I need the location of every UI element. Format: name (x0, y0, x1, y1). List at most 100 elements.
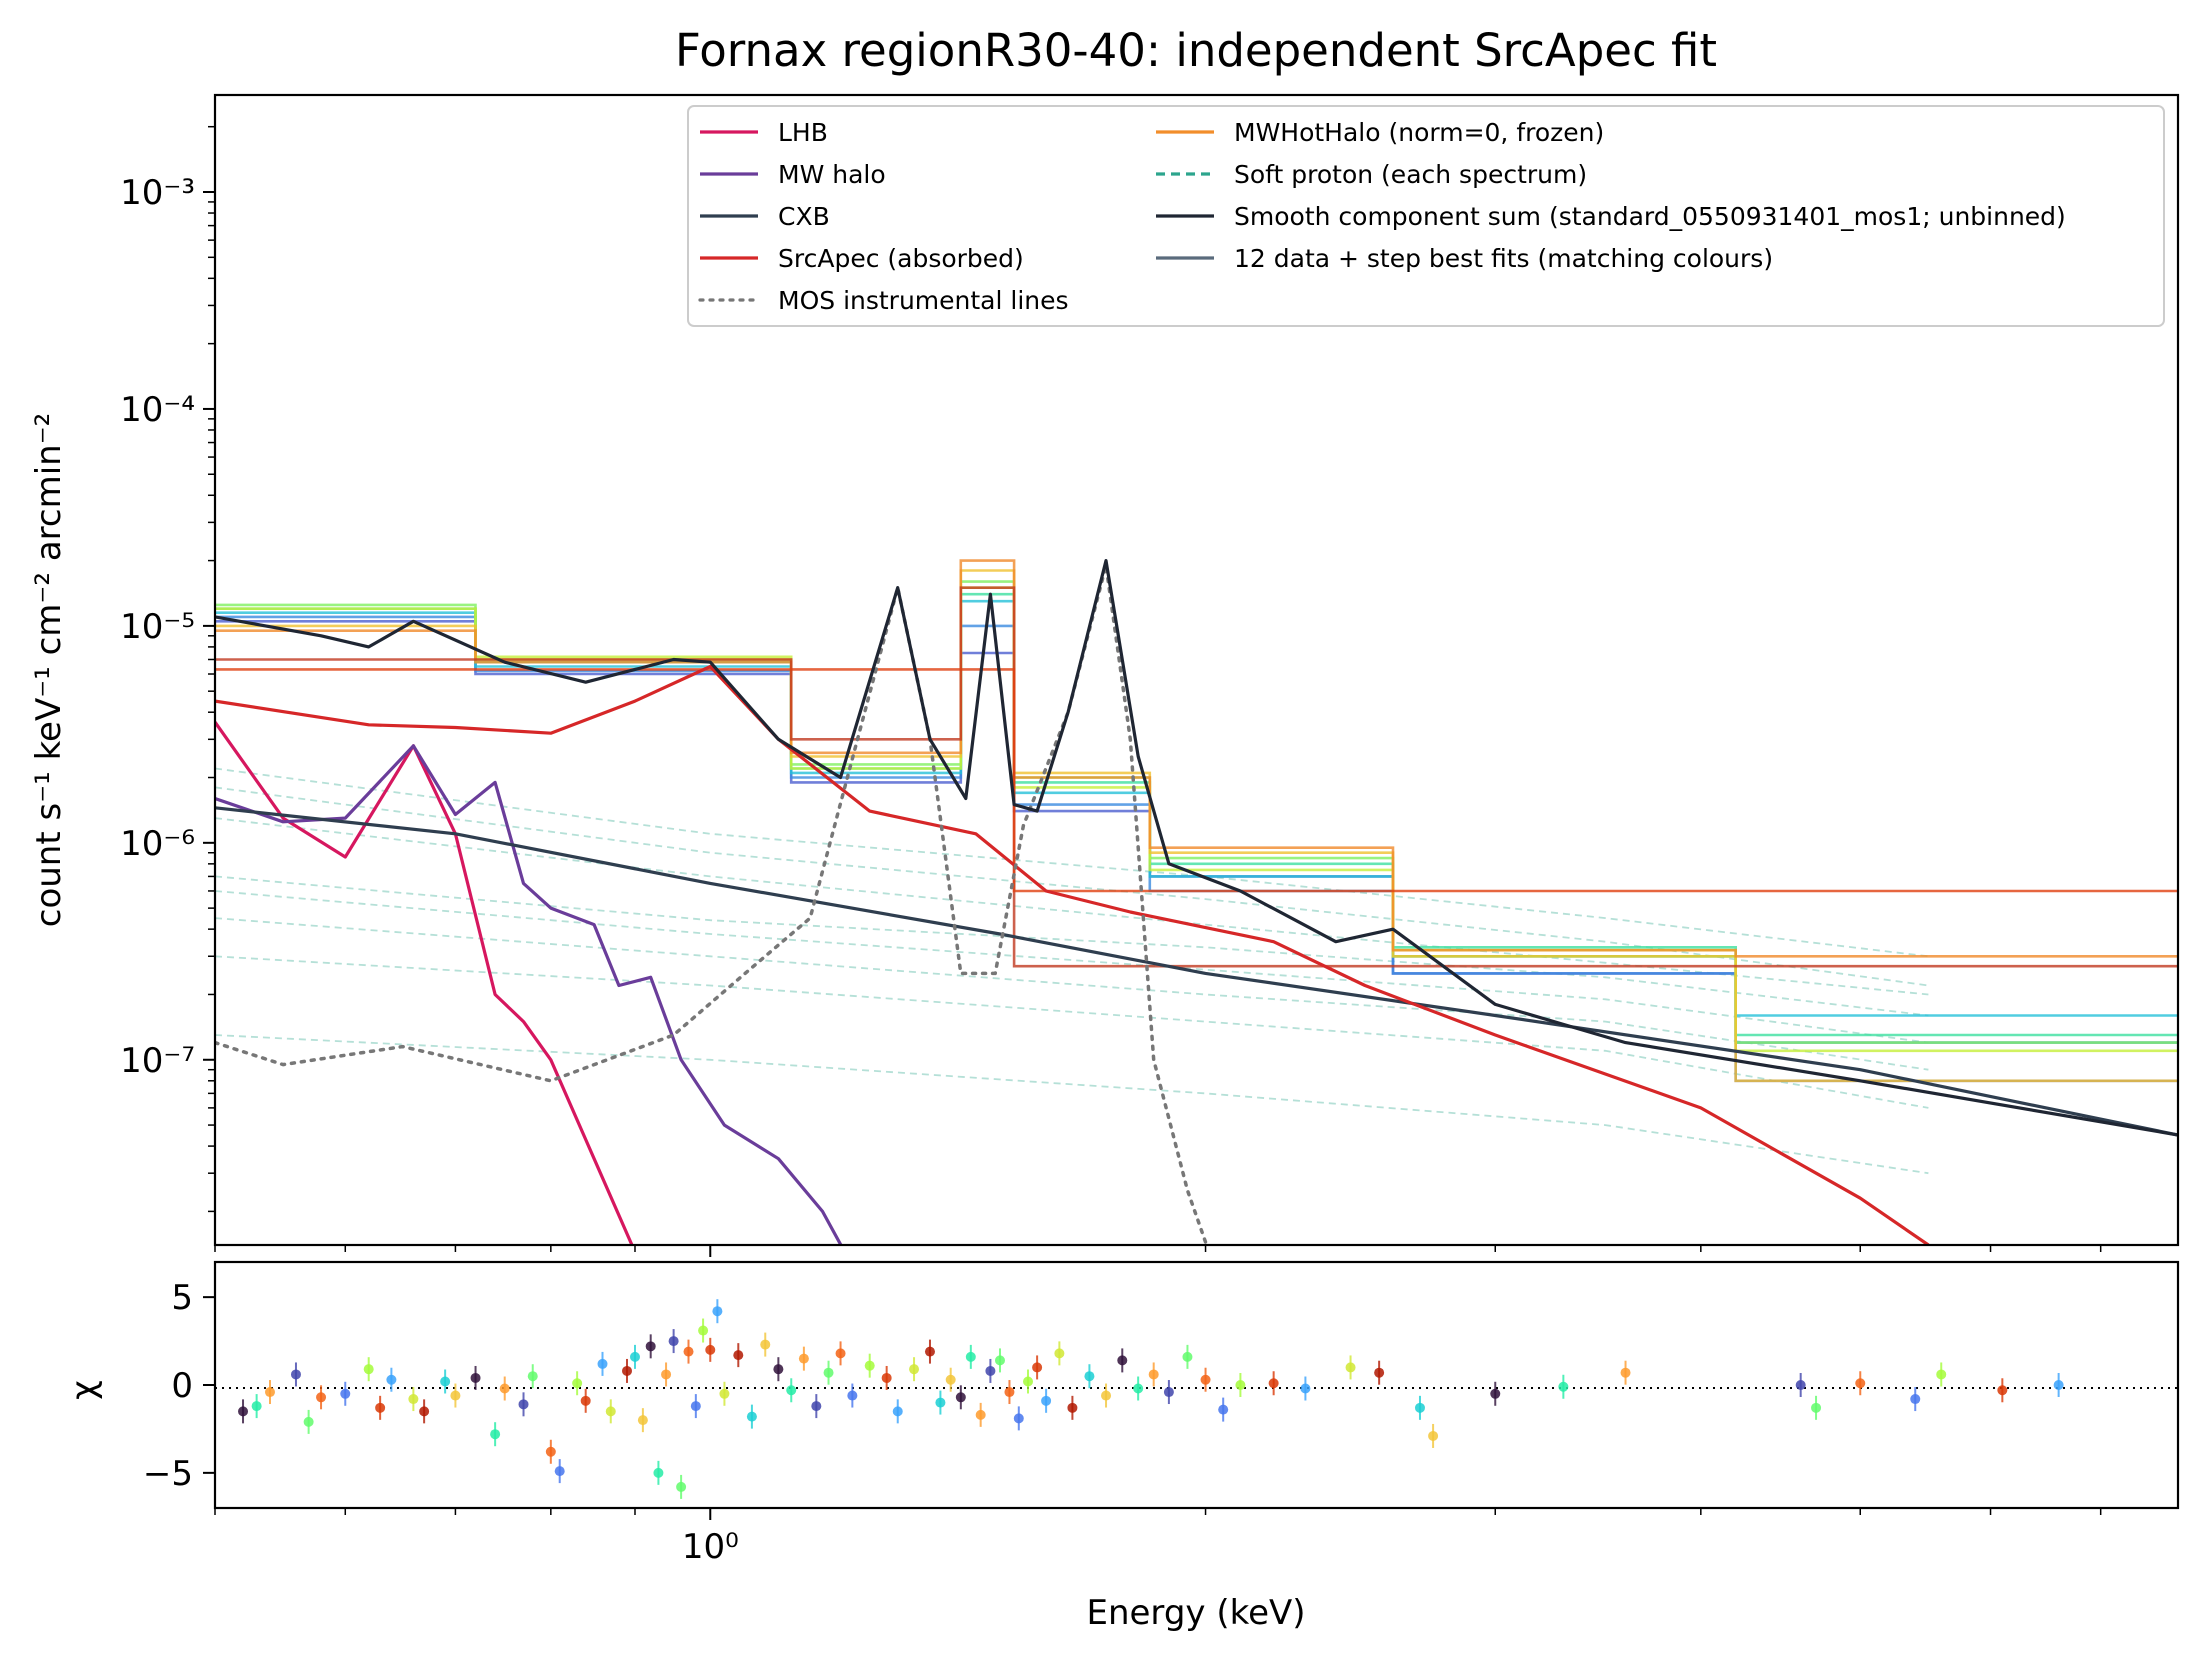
legend-label-6: MWHotHalo (norm=0, frozen) (1234, 118, 1604, 147)
residual-point (994, 1355, 1005, 1366)
residual-point (1235, 1380, 1246, 1390)
residual-point (786, 1385, 797, 1396)
residual-point (1218, 1404, 1229, 1415)
residual-point (597, 1358, 608, 1369)
resid-y-tick-label-3: 5 (171, 1278, 193, 1318)
residual-point (1041, 1395, 1052, 1406)
residual-point (1163, 1387, 1174, 1398)
residual-point (440, 1376, 451, 1387)
residual-point (419, 1406, 430, 1417)
residual-point (316, 1392, 327, 1403)
chart-title: Fornax regionR30-40: independent SrcApec… (675, 24, 1717, 77)
residual-point (847, 1390, 858, 1401)
residual-point (1200, 1374, 1211, 1385)
residual-point (975, 1409, 986, 1420)
residual-point (955, 1392, 966, 1403)
residual-point (605, 1406, 616, 1417)
soft-proton-curve-5 (215, 890, 1929, 1044)
residual-point (1084, 1371, 1095, 1382)
residual-point (572, 1378, 583, 1389)
soft-proton-curve-4 (215, 875, 1929, 1017)
residual-point (264, 1387, 275, 1398)
residual-point (676, 1481, 687, 1492)
series-srcapec-absorbed (215, 664, 1930, 1245)
residual-point (375, 1402, 386, 1413)
legend-frame (687, 105, 2165, 327)
residual-point (251, 1401, 262, 1412)
y-tick-label-5: 10⁻³ (120, 173, 195, 213)
residual-point (363, 1364, 374, 1375)
residual-point (811, 1401, 822, 1412)
y-tick-label-1: 10⁻⁷ (120, 1041, 195, 1081)
resid-y-tick-label-1: −5 (143, 1454, 193, 1494)
residual-point (545, 1446, 556, 1457)
residual-point (1428, 1430, 1439, 1441)
residual-point (1490, 1388, 1501, 1399)
residual-point (746, 1411, 757, 1422)
main-x-ticks (214, 1245, 2102, 1257)
residual-point (705, 1344, 716, 1355)
residual-point (1811, 1402, 1822, 1413)
step-fit-9 (215, 586, 2178, 968)
residual-points-layer (238, 1299, 2064, 1499)
residual-point (2053, 1380, 2064, 1390)
residual-point (1004, 1387, 1015, 1398)
residual-plot-area (215, 1262, 2178, 1508)
main-y-ticks: 10⁻⁷ 10⁻⁶ 10⁻⁵ 10⁻⁴ 10⁻³ (120, 125, 215, 1213)
residual-point (881, 1372, 892, 1383)
residual-point (1117, 1355, 1128, 1366)
residual-point (823, 1367, 834, 1378)
residual-point (935, 1397, 946, 1408)
series-smooth-component-sum-standard-0550931401-mos1-unbinned (215, 559, 2178, 1137)
residual-point (683, 1346, 694, 1357)
residual-point (580, 1395, 591, 1406)
residual-axes: −5 0 5 10⁰ (143, 1260, 2180, 1567)
residual-point (1133, 1383, 1144, 1394)
residual-point (1936, 1369, 1947, 1380)
residual-point (712, 1306, 723, 1317)
residual-point (1414, 1402, 1425, 1413)
residual-point (1032, 1362, 1043, 1373)
residual-point (690, 1401, 701, 1412)
residual-point (773, 1364, 784, 1375)
residual-y-axis-label: χ (64, 1380, 104, 1400)
residual-point (668, 1336, 679, 1347)
legend-label-8: Smooth component sum (standard_055093140… (1234, 202, 2066, 231)
x-tick-label-1: 10⁰ (682, 1527, 739, 1567)
residual-point (945, 1374, 956, 1385)
series-mos-instrumental-lines (215, 563, 1209, 1245)
main-y-axis-label: count s⁻¹ keV⁻¹ cm⁻² arcmin⁻² (29, 413, 69, 928)
residual-point (965, 1351, 976, 1362)
main-axes-frame (213, 93, 2180, 1247)
residual-y-ticks: −5 0 5 (143, 1278, 215, 1494)
residual-point (835, 1348, 846, 1359)
residual-point (760, 1339, 771, 1350)
residual-point (1374, 1367, 1385, 1378)
legend: LHB MW halo CXB SrcApec (absorbed) MOS instr… (687, 105, 2165, 327)
residual-point (386, 1374, 397, 1385)
series-mw-halo (215, 744, 843, 1245)
residual-point (645, 1341, 656, 1352)
legend-label-4: SrcApec (absorbed) (778, 244, 1024, 273)
residual-point (1300, 1383, 1311, 1394)
residual-point (527, 1371, 538, 1382)
residual-point (1101, 1390, 1112, 1401)
residual-point (1268, 1378, 1279, 1389)
residual-point (1795, 1380, 1806, 1390)
residual-point (629, 1351, 640, 1362)
residual-point (450, 1390, 461, 1401)
residual-point (637, 1415, 648, 1426)
residual-point (518, 1399, 529, 1410)
residual-point (470, 1372, 481, 1383)
residual-point (303, 1416, 314, 1427)
residual-point (909, 1364, 920, 1375)
soft-proton-curve-2 (215, 786, 1929, 987)
y-tick-label-2: 10⁻⁶ (120, 824, 195, 864)
residual-point (340, 1388, 351, 1399)
residual-point (1054, 1348, 1065, 1359)
resid-y-tick-label-2: 0 (171, 1366, 193, 1406)
model-series-layer (215, 559, 2178, 1245)
residual-point (1013, 1413, 1024, 1424)
residual-point (1148, 1369, 1159, 1380)
